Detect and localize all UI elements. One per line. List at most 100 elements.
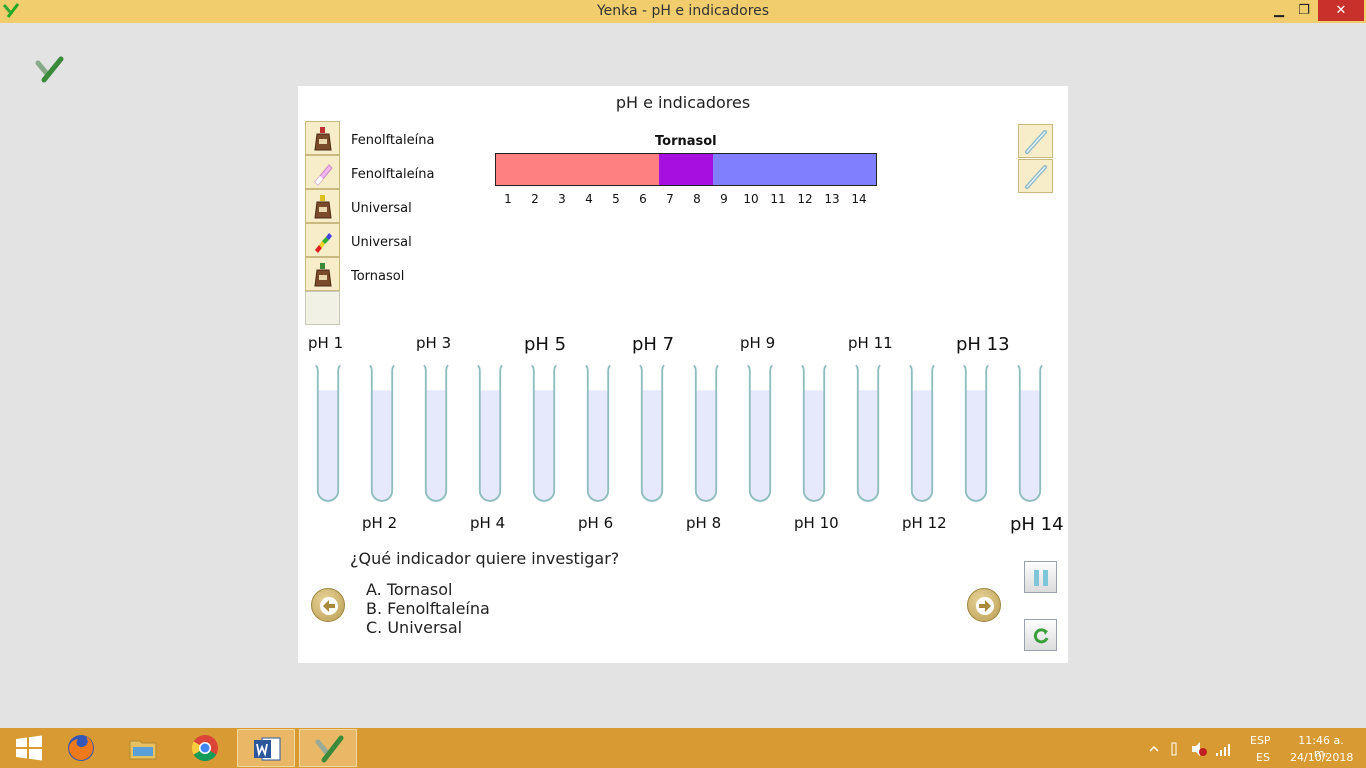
close-button[interactable]: ✕: [1318, 0, 1364, 21]
test-tube[interactable]: [585, 360, 611, 510]
tube-label: pH 6: [578, 514, 614, 532]
dropper-bottle-icon: [314, 195, 332, 219]
indicator-button-tornasol-drops[interactable]: [305, 257, 340, 291]
tube-liquid: [965, 390, 987, 501]
maximize-button[interactable]: ❐: [1298, 3, 1310, 18]
tube-outline: [531, 364, 557, 502]
answer-option-b[interactable]: B. Fenolftaleína: [366, 599, 490, 618]
tube-outline: [855, 364, 881, 502]
previous-button[interactable]: [311, 588, 345, 622]
tube-label: pH 2: [362, 514, 398, 532]
indicator-button-fenolftaleina-paper[interactable]: [305, 155, 340, 189]
tube-outline: [585, 364, 611, 502]
scale-number: 1: [504, 192, 512, 206]
glass-rod-tool-button[interactable]: [1018, 159, 1053, 193]
answer-option-a[interactable]: A. Tornasol: [366, 580, 453, 599]
tube-outline: [423, 364, 449, 502]
scale-number: 3: [558, 192, 566, 206]
pause-button[interactable]: [1024, 561, 1057, 593]
test-tube[interactable]: [855, 360, 881, 510]
test-tube[interactable]: [477, 360, 503, 510]
test-tube[interactable]: [963, 360, 989, 510]
tube-outline: [801, 364, 827, 502]
ph-paper-pink-icon: [314, 164, 333, 186]
scale-number: 8: [693, 192, 701, 206]
tube-label: pH 5: [524, 334, 567, 355]
clock-time[interactable]: 11:46 a. m.: [1298, 734, 1344, 760]
word-icon: [254, 737, 281, 761]
test-tube[interactable]: [747, 360, 773, 510]
indicator-button-universal-paper[interactable]: [305, 223, 340, 257]
taskbar-firefox[interactable]: [52, 729, 110, 767]
question-text: ¿Qué indicador quiere investigar?: [350, 549, 620, 568]
file-explorer-icon: [129, 740, 157, 760]
next-button[interactable]: [967, 588, 1001, 622]
test-tube[interactable]: [801, 360, 827, 510]
tube-liquid: [479, 390, 501, 501]
scale-segment: [658, 154, 714, 185]
test-tube[interactable]: [909, 360, 935, 510]
arrow-right-icon: [976, 597, 994, 615]
yenka-icon: [315, 735, 344, 763]
language-indicator[interactable]: ESP: [1250, 734, 1271, 747]
tube-label: pH 9: [740, 334, 776, 352]
tube-label: pH 8: [686, 514, 722, 532]
scale-numbers: 1 2 3 4 5 6 7 8 9 10 11 12 13 14: [496, 192, 876, 208]
scale-number: 14: [851, 192, 867, 206]
indicator-button-empty[interactable]: [305, 291, 340, 325]
title-bar: Yenka - pH e indicadores ▁ ❐ ✕: [0, 0, 1366, 23]
arrow-left-icon: [320, 597, 338, 615]
tube-liquid: [641, 390, 663, 501]
indicator-label: Fenolftaleína: [351, 133, 435, 148]
taskbar-file-explorer[interactable]: [114, 729, 172, 767]
yenka-app-icon[interactable]: [2, 2, 20, 20]
answer-option-c[interactable]: C. Universal: [366, 618, 463, 637]
tube-label: pH 7: [632, 334, 675, 355]
scale-number: 5: [612, 192, 620, 206]
start-button[interactable]: [0, 729, 58, 767]
taskbar-word[interactable]: [237, 729, 295, 767]
taskbar-chrome[interactable]: [176, 729, 234, 767]
tube-liquid: [425, 390, 447, 501]
glass-rod-icon: [1025, 130, 1047, 154]
pause-icon: [1034, 570, 1048, 586]
reset-button[interactable]: [1024, 619, 1057, 651]
scale-segment: [713, 154, 876, 185]
tube-label: pH 1: [308, 334, 344, 352]
minimize-button[interactable]: ▁: [1274, 3, 1284, 18]
tube-liquid: [587, 390, 609, 501]
system-tray-icons[interactable]: [1148, 740, 1238, 758]
refresh-icon: [1033, 628, 1049, 644]
test-tube[interactable]: [639, 360, 665, 510]
taskbar-yenka[interactable]: [299, 729, 357, 767]
indicator-button-fenolftaleina-drops[interactable]: [305, 121, 340, 155]
test-tube[interactable]: [315, 360, 341, 510]
tube-outline: [963, 364, 989, 502]
tube-liquid: [695, 390, 717, 501]
tube-liquid: [911, 390, 933, 501]
tube-outline: [747, 364, 773, 502]
test-tube[interactable]: [693, 360, 719, 510]
indicator-label: Universal: [351, 235, 412, 250]
network-signal-icon: [1216, 744, 1230, 756]
tube-outline: [369, 364, 395, 502]
scale-number: 10: [743, 192, 759, 206]
clock-date[interactable]: 24/10/2018: [1290, 751, 1354, 764]
tube-label: pH 4: [470, 514, 506, 532]
window-title: Yenka - pH e indicadores: [596, 3, 770, 19]
indicator-label: Universal: [351, 201, 412, 216]
indicator-button-universal-drops[interactable]: [305, 189, 340, 223]
test-tube[interactable]: [369, 360, 395, 510]
tube-liquid: [317, 390, 339, 501]
keyboard-layout-indicator[interactable]: ES: [1256, 751, 1270, 764]
test-tube[interactable]: [531, 360, 557, 510]
test-tube-tool-button[interactable]: [1018, 124, 1053, 158]
scale-title: Tornasol: [655, 134, 717, 149]
chevron-up-icon: [1149, 745, 1159, 752]
glass-rod-icon: [1025, 165, 1047, 189]
scale-number: 9: [720, 192, 728, 206]
test-tube[interactable]: [1017, 360, 1043, 510]
tube-liquid: [533, 390, 555, 501]
tube-label: pH 10: [794, 514, 839, 532]
test-tube[interactable]: [423, 360, 449, 510]
